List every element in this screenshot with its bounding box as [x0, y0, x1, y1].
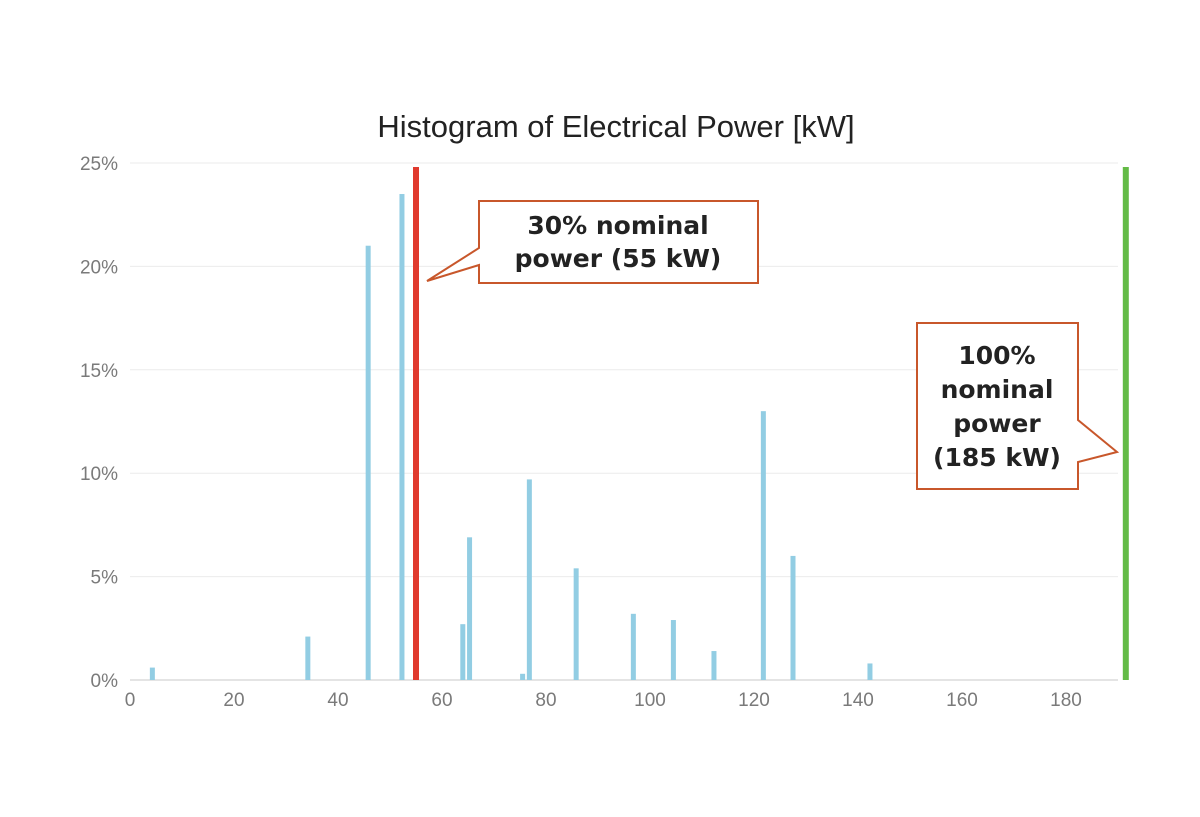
y-tick-label: 10% [80, 464, 118, 485]
callout-100-percent-box [916, 322, 1120, 490]
ticks-layer: 0% 5% 10% 15% 20% 25% 0 20 40 60 80 100 120 140 160 180 [80, 154, 1082, 711]
x-tick-label: 140 [842, 690, 874, 711]
histogram-bar [630, 613, 636, 680]
callout-100-percent-text-line: nominal [941, 375, 1054, 404]
y-tick-label: 5% [91, 568, 119, 589]
callout-30-percent-text-line: 30% nominal [527, 211, 708, 240]
histogram-bar [670, 620, 676, 680]
y-tick-label: 0% [91, 671, 119, 692]
x-tick-label: 40 [327, 690, 348, 711]
histogram-bar [711, 651, 717, 680]
histogram-bar [867, 663, 873, 680]
callout-100-percent-text-line: power [953, 409, 1041, 438]
histogram-bar [760, 411, 766, 680]
bars-layer [149, 194, 873, 680]
callouts-layer: 30% nominal power (55 kW) 100% nominal power… [426, 200, 1120, 490]
x-tick-label: 60 [431, 690, 452, 711]
x-tick-label: 80 [535, 690, 556, 711]
callout-100-percent: 100% nominal power (185 kW) [916, 322, 1120, 490]
histogram-bar [365, 245, 371, 680]
x-tick-label: 100 [634, 690, 666, 711]
x-tick-label: 120 [738, 690, 770, 711]
histogram-bar [467, 537, 473, 680]
callout-30-percent-text-line: power (55 kW) [515, 244, 722, 273]
callout-100-percent-text-line: 100% [958, 341, 1035, 370]
callout-30-percent-box [426, 200, 759, 284]
histogram-bar [573, 568, 579, 680]
callout-30-percent: 30% nominal power (55 kW) [426, 200, 759, 284]
histogram-bar [520, 673, 526, 680]
histogram-bar [149, 667, 155, 680]
x-tick-label: 180 [1050, 690, 1082, 711]
grid-layer [130, 162, 1118, 681]
x-tick-label: 0 [125, 690, 136, 711]
y-tick-label: 20% [80, 257, 118, 278]
x-tick-label: 160 [946, 690, 978, 711]
histogram-bar [526, 479, 532, 680]
chart-title: Histogram of Electrical Power [kW] [377, 109, 854, 144]
reference-lines-layer [413, 167, 1129, 680]
y-tick-label: 15% [80, 361, 118, 382]
x-tick-label: 20 [223, 690, 244, 711]
histogram-bar [460, 624, 466, 680]
callout-100-percent-text-line: (185 kW) [933, 443, 1061, 472]
histogram-bar [305, 636, 311, 680]
y-tick-label: 25% [80, 154, 118, 175]
histogram-bar [790, 555, 796, 680]
histogram-bar [399, 194, 405, 680]
